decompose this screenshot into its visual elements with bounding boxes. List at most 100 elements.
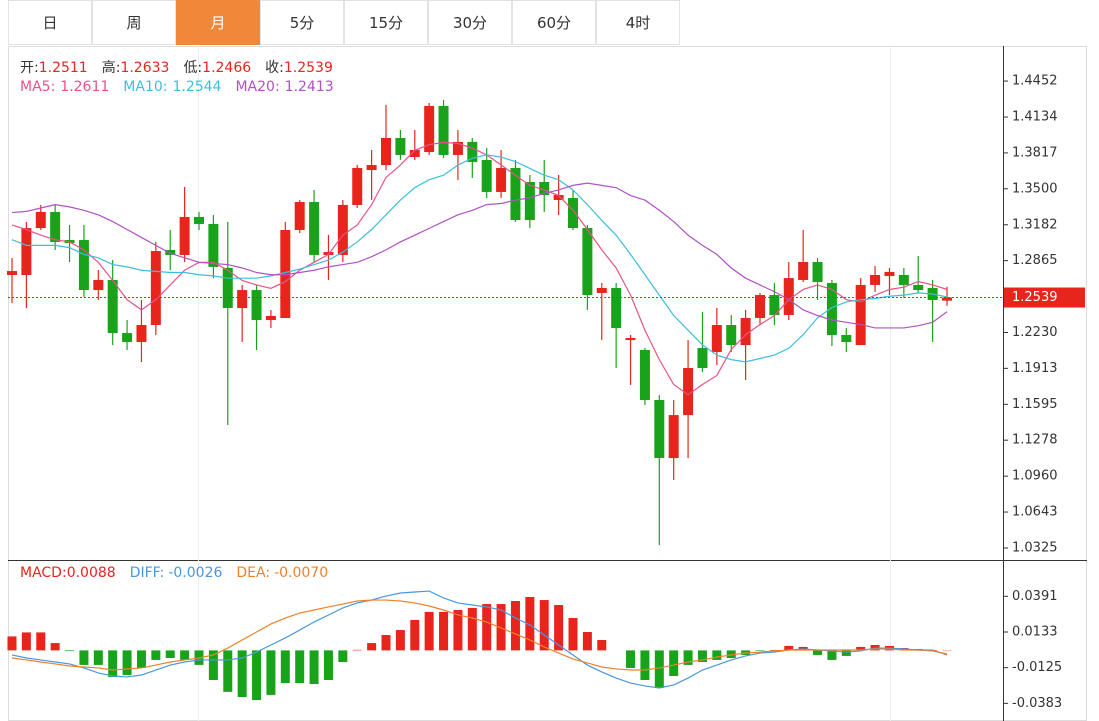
- legend-label: DEA:: [236, 565, 271, 581]
- period-tabs: 日周月 5分 15分 30分 60分 4时: [0, 0, 1099, 46]
- y-tick-label: 1.0643: [1012, 505, 1058, 520]
- legend-value: -0.0070: [274, 565, 329, 581]
- macd-bar: [755, 650, 765, 651]
- macd-bar: [309, 650, 319, 685]
- macd-bar: [122, 650, 132, 676]
- candle-body: [237, 290, 248, 309]
- candle-body: [265, 315, 276, 321]
- candle-body: [798, 261, 809, 280]
- y-tick-label: 1.0325: [1012, 541, 1058, 556]
- candle-body: [165, 249, 176, 255]
- candle-body: [884, 271, 895, 277]
- macd-bar: [7, 636, 17, 651]
- y-tick-label: 0.0391: [1012, 589, 1058, 604]
- period-tab[interactable]: 日: [8, 0, 92, 45]
- period-tab[interactable]: 月: [176, 0, 260, 45]
- macd-bar: [136, 650, 146, 668]
- macd-bar: [93, 650, 103, 665]
- macd-bar: [525, 596, 535, 651]
- period-tab[interactable]: 60分: [512, 0, 596, 45]
- candle-body: [697, 347, 708, 368]
- candle-body: [812, 261, 823, 283]
- macd-bar: [36, 632, 46, 651]
- legend-label: DIFF:: [129, 565, 165, 581]
- macd-bar: [784, 645, 794, 651]
- info-value: 1.2539: [283, 60, 333, 76]
- legend-label: MA20:: [235, 79, 280, 95]
- candle-body: [639, 350, 650, 401]
- candle-body: [841, 334, 852, 342]
- candle-body: [50, 211, 61, 242]
- candle-body: [222, 267, 233, 309]
- macd-bar: [295, 650, 305, 684]
- candle-body: [122, 333, 133, 342]
- candle-body: [654, 400, 665, 459]
- macd-bar: [697, 650, 707, 663]
- ohlc-header: 开:1.2511 高:1.2633 低:1.2466 收:1.2539: [20, 57, 347, 77]
- macd-bar: [266, 650, 276, 695]
- macd-bar: [237, 650, 247, 698]
- period-tab[interactable]: 30分: [428, 0, 512, 45]
- candle-body: [539, 181, 550, 196]
- candle-body: [855, 284, 866, 346]
- candle-body: [467, 141, 478, 162]
- y-tick-label: 1.4452: [1012, 74, 1058, 89]
- period-tab[interactable]: 4时: [596, 0, 680, 45]
- macd-bar: [280, 650, 290, 684]
- info-value: 1.2466: [202, 60, 252, 76]
- period-tab[interactable]: 周: [92, 0, 176, 45]
- macd-bar: [597, 640, 607, 651]
- candle-body: [755, 295, 765, 318]
- candle-body: [395, 137, 406, 155]
- period-tab[interactable]: 5分: [260, 0, 344, 45]
- macd-bar: [381, 635, 391, 651]
- candle-body: [769, 295, 780, 316]
- y-tick-label: -0.0125: [1012, 660, 1062, 675]
- legend-value: 0.0088: [66, 565, 116, 581]
- legend-value: 1.2413: [284, 79, 334, 95]
- macd-bar: [482, 604, 492, 651]
- macd-bar: [410, 619, 420, 651]
- macd-bar: [180, 650, 190, 660]
- macd-bar: [453, 609, 463, 651]
- candle-body: [826, 283, 837, 335]
- macd-bar: [669, 650, 679, 676]
- period-tab[interactable]: 15分: [344, 0, 428, 45]
- macd-bar: [626, 650, 636, 668]
- macd-bar: [323, 650, 333, 680]
- macd-bar: [424, 611, 434, 651]
- macd-bar: [654, 650, 664, 689]
- macd-bar: [208, 650, 218, 680]
- macd-bar: [395, 630, 405, 651]
- candle-body: [21, 228, 32, 275]
- macd-bar: [352, 649, 362, 651]
- macd-bar: [640, 650, 650, 680]
- macd-bar: [151, 650, 161, 660]
- candle-body: [150, 251, 161, 326]
- macd-bar: [712, 650, 722, 660]
- legend-label: MA5:: [20, 79, 56, 95]
- legend-label: MACD:: [20, 565, 67, 581]
- info-label: 开:: [20, 60, 39, 76]
- candle-body: [194, 216, 204, 224]
- candle-body: [309, 202, 320, 255]
- candle-body: [942, 297, 952, 301]
- macd-header: MACD:0.0088 DIFF: -0.0026 DEA: -0.0070: [20, 565, 342, 581]
- last-price-box: [1004, 287, 1085, 308]
- y-tick-label: 1.1595: [1012, 397, 1058, 412]
- y-tick-label: 1.1278: [1012, 433, 1058, 448]
- macd-bar: [496, 604, 506, 651]
- macd-bar: [726, 650, 736, 658]
- legend-value: -0.0026: [168, 565, 223, 581]
- candle-body: [668, 415, 679, 459]
- candle-body: [596, 288, 607, 293]
- y-tick-label: 1.3500: [1012, 181, 1058, 196]
- candle-body: [208, 223, 219, 267]
- candle-body: [524, 181, 535, 221]
- candle-body: [280, 229, 291, 318]
- info-value: 1.2633: [120, 60, 170, 76]
- y-tick-label: 1.2865: [1012, 253, 1058, 268]
- macd-bar: [554, 605, 564, 651]
